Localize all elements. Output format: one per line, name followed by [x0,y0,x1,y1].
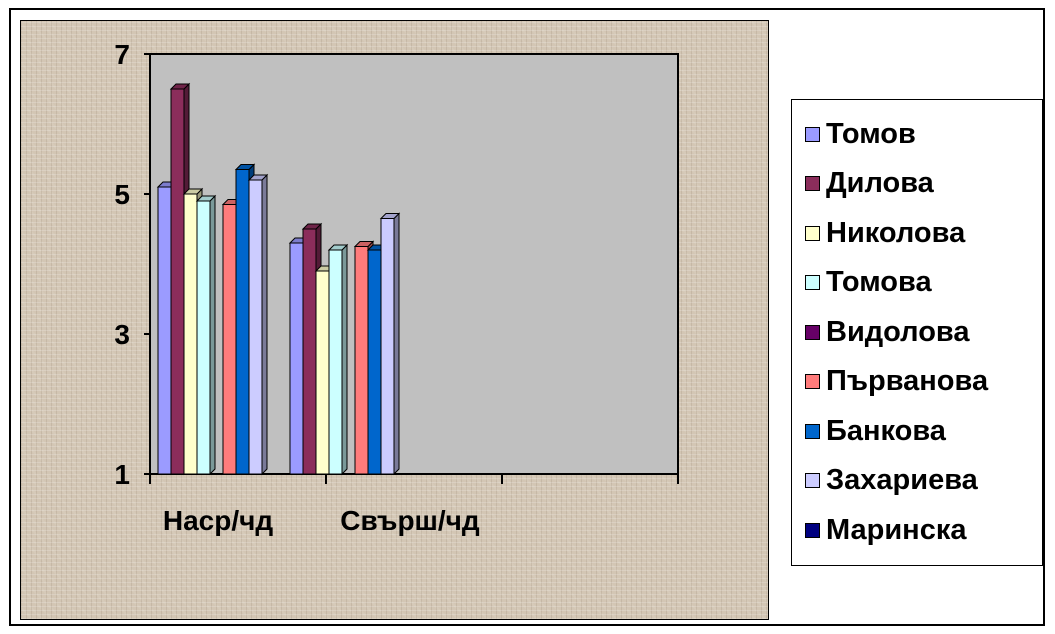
bar [380,218,395,475]
y-tick-label: 3 [114,319,130,350]
bar [248,179,263,475]
bar [222,204,237,475]
bar [354,246,369,475]
legend-item: Банкова [792,407,946,455]
legend-swatch [805,374,820,389]
y-tick-label: 7 [114,39,130,70]
legend-item: Първанова [792,358,988,406]
legend-label: Николова [826,216,966,249]
x-tick-label: Наср/чд [163,505,274,536]
legend-label: Дилова [826,167,934,199]
bar [328,249,343,475]
bar [157,186,172,475]
bar [235,169,250,475]
legend-label: Банкова [826,414,946,447]
bar-side [341,243,348,476]
legend-swatch [805,423,820,439]
legend-label: Първанова [826,365,989,397]
legend-item: Маринска [792,506,966,554]
bar-side [393,212,400,476]
bar [315,270,330,475]
legend-swatch [805,225,820,241]
legend-item: Томова [792,259,932,307]
legend-item: Николова [792,209,965,257]
bar [289,242,304,475]
legend-label: Захариева [826,464,978,496]
legend-label: Маринска [826,513,967,546]
legend-label: Томов [826,117,916,150]
legend-item: Томов [792,110,916,158]
bar-side [209,194,216,476]
legend-item: Дилова [792,160,934,208]
legend-label: Томова [826,266,932,298]
legend-swatch [805,275,820,290]
x-tick-label: Свърш/чд [340,505,480,536]
bar-side [261,173,268,476]
legend-swatch [805,522,820,538]
y-tick-label: 1 [114,459,130,490]
legend: Томов Дилова Николова Томова Видолова Първано… [791,99,1043,566]
bar [302,228,317,475]
bar [170,88,185,475]
bar [367,249,382,475]
y-tick-label: 5 [114,179,130,210]
legend-swatch [805,126,820,142]
bar [183,193,198,475]
legend-label: Видолова [826,315,970,348]
legend-item: Захариева [792,457,978,505]
bar [196,200,211,475]
legend-item: Видолова [792,308,970,356]
legend-swatch [805,176,820,191]
legend-swatch [805,324,820,340]
legend-swatch [805,473,820,488]
